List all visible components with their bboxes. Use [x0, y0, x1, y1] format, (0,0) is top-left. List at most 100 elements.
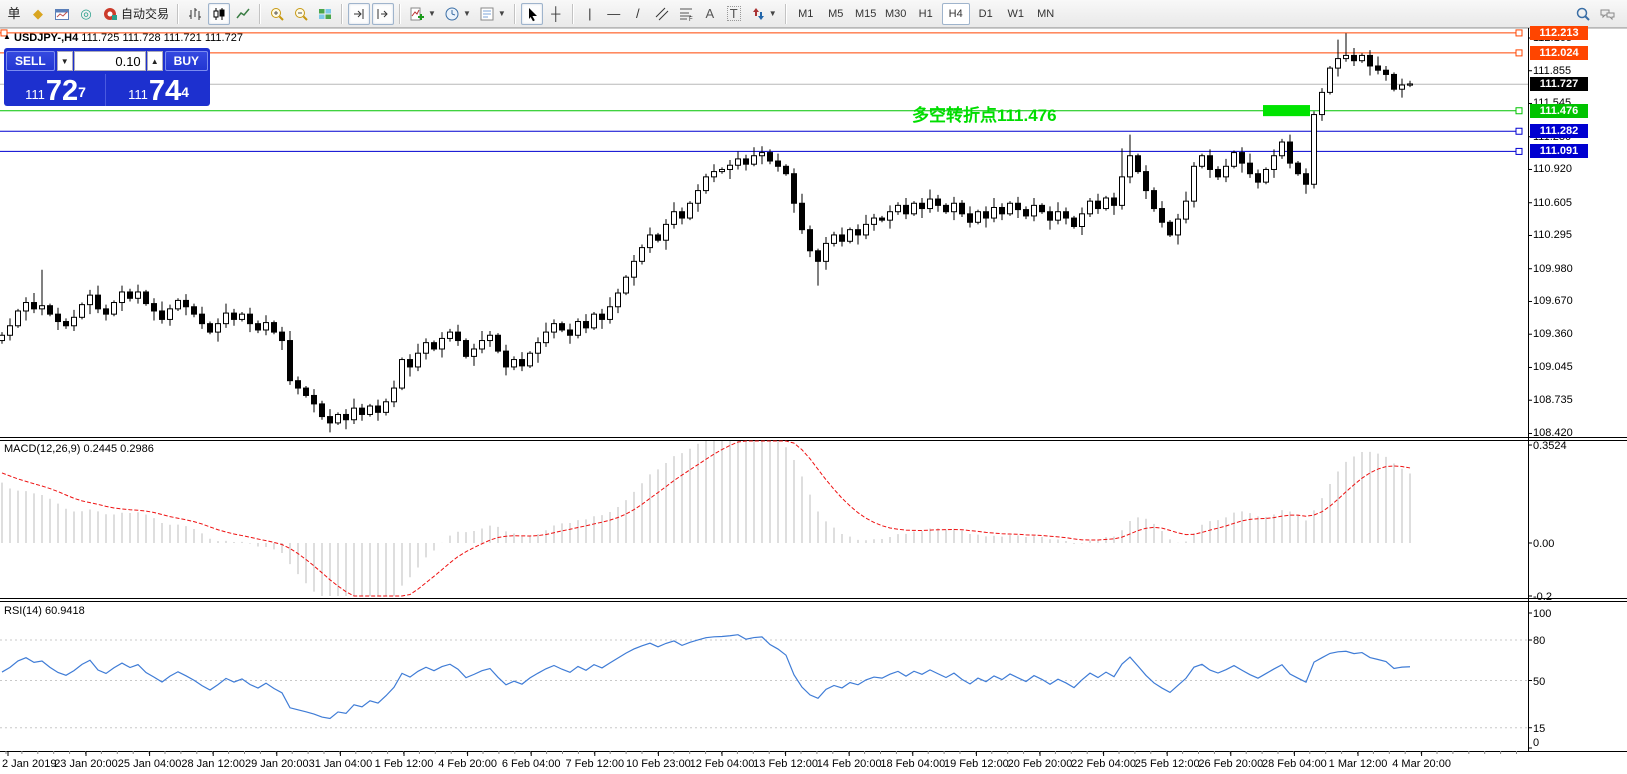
price-tick-label: 110.295 [1533, 229, 1572, 241]
expand-triangle-icon[interactable]: ▲ [3, 32, 11, 41]
volume-decrease-button[interactable]: ▼ [57, 51, 73, 71]
bar-chart-button[interactable] [184, 3, 206, 25]
chart-canvas[interactable] [0, 28, 1627, 774]
terminal-window: 单◆◎自动交易▼▼▼┼|—/FAT▼ M1M5M15M30H1H4D1W1MN … [0, 0, 1627, 774]
hline-price-label: 111.091 [1530, 144, 1588, 158]
chart-window-button[interactable] [51, 3, 73, 25]
hline-price-label: 112.213 [1530, 26, 1588, 40]
tile-icon [317, 6, 333, 22]
time-axis-label: 14 Feb 20:00 [817, 758, 882, 770]
rsi-tick-label: 15 [1533, 723, 1545, 735]
volume-input[interactable] [74, 51, 146, 71]
dropdown-caret-icon[interactable]: ▼ [769, 9, 777, 18]
candlestick-chart-button[interactable] [208, 3, 230, 25]
tile-windows-button[interactable] [314, 3, 336, 25]
toolbar-separator [259, 4, 261, 24]
line-chart-button[interactable] [232, 3, 254, 25]
rsi-tick-label: 0 [1533, 737, 1539, 749]
text-label-button[interactable]: T [723, 3, 745, 25]
time-axis-label: 13 Feb 12:00 [753, 758, 818, 770]
time-axis-label: 26 Feb 20:00 [1198, 758, 1263, 770]
equidistant-channel-button[interactable] [651, 3, 673, 25]
time-axis-label: 22 Feb 04:00 [1071, 758, 1136, 770]
chart-shift-button[interactable] [348, 3, 370, 25]
time-axis-label: 19 Feb 12:00 [944, 758, 1009, 770]
price-tick-label: 110.605 [1533, 197, 1572, 209]
cursor-icon [524, 6, 540, 22]
zoom-in-button[interactable] [266, 3, 288, 25]
time-axis-label: 31 Jan 04:00 [309, 758, 373, 770]
time-axis-label: 20 Feb 20:00 [1008, 758, 1073, 770]
timeframe-h1-button[interactable]: H1 [912, 3, 940, 25]
rsi-tick-label: 50 [1533, 676, 1545, 688]
periods-button[interactable]: ▼ [441, 3, 474, 25]
volume-increase-button[interactable]: ▲ [147, 51, 163, 71]
timeframe-w1-button[interactable]: W1 [1002, 3, 1030, 25]
vertical-line-button[interactable]: | [579, 3, 601, 25]
toolbar-separator [572, 4, 574, 24]
timeframe-mn-button[interactable]: MN [1032, 3, 1060, 25]
text-icon: A [705, 7, 714, 20]
pivot-annotation-text: 多空转折点111.476 [912, 101, 1057, 126]
gem-button[interactable]: ◆ [27, 3, 49, 25]
arrows-button[interactable]: ▼ [747, 3, 780, 25]
dropdown-caret-icon[interactable]: ▼ [498, 9, 506, 18]
zoomout-icon [293, 6, 309, 22]
templates-button[interactable]: ▼ [476, 3, 509, 25]
shift-icon [351, 6, 367, 22]
time-axis-label: 2 Jan 2019 [2, 758, 56, 770]
macd-tick-label: -0.2 [1533, 591, 1552, 603]
symbol-period-label: USDJPY-,H4 [14, 32, 78, 44]
chat-icon [1599, 6, 1615, 22]
price-tick-label: 109.670 [1533, 295, 1573, 307]
chart-title: USDJPY-,H4 111.725 111.728 111.721 111.7… [14, 32, 243, 44]
auto-scroll-button[interactable] [372, 3, 394, 25]
timeframe-m1-button[interactable]: M1 [792, 3, 820, 25]
toolbar-separator [785, 4, 787, 24]
indicators-button[interactable]: ▼ [406, 3, 439, 25]
linechart-icon [235, 6, 251, 22]
timeframe-d1-button[interactable]: D1 [972, 3, 1000, 25]
buy-button[interactable]: BUY [165, 51, 208, 71]
text-label-icon: T [727, 6, 741, 21]
vertical-line-icon: | [588, 7, 591, 20]
toolbar-separator [514, 4, 516, 24]
autotrading-button[interactable]: 自动交易 [99, 3, 172, 25]
crosshair-button[interactable]: ┼ [545, 3, 567, 25]
autotrading-label: 自动交易 [121, 5, 169, 22]
cursor-button[interactable] [521, 3, 543, 25]
ask-price-display[interactable]: 111744 [109, 74, 208, 106]
price-tick-label: 109.045 [1533, 361, 1573, 373]
bid-price-display[interactable]: 111727 [6, 74, 106, 106]
new-order-button[interactable]: 单 [3, 3, 25, 25]
trendline-button[interactable]: / [627, 3, 649, 25]
chat-button[interactable] [1596, 3, 1618, 25]
search-button[interactable] [1572, 3, 1594, 25]
timeframe-bar: M1M5M15M30H1H4D1W1MN [791, 3, 1061, 25]
rsi-tick-label: 80 [1533, 635, 1545, 647]
text-button[interactable]: A [699, 3, 721, 25]
horizontal-line-button[interactable]: — [603, 3, 625, 25]
timeframe-h4-button[interactable]: H4 [942, 3, 970, 25]
chart-window[interactable]: ▲ USDJPY-,H4 111.725 111.728 111.721 111… [0, 28, 1627, 774]
sell-button[interactable]: SELL [6, 51, 55, 71]
timeframe-m15-button[interactable]: M15 [852, 3, 880, 25]
chartwin-icon [54, 6, 70, 22]
dropdown-caret-icon[interactable]: ▼ [428, 9, 436, 18]
template-icon [479, 6, 495, 22]
bid-figure: 111 [25, 85, 45, 105]
timeframe-m5-button[interactable]: M5 [822, 3, 850, 25]
dropdown-caret-icon[interactable]: ▼ [463, 9, 471, 18]
price-tick-label: 109.360 [1533, 328, 1573, 340]
signal-button[interactable]: ◎ [75, 3, 97, 25]
hline-price-label: 111.282 [1530, 124, 1588, 138]
price-tick-label: 109.980 [1533, 263, 1573, 275]
current-price-label: 111.727 [1530, 77, 1588, 91]
ask-point: 4 [181, 79, 189, 105]
fibonacci-button[interactable]: F [675, 3, 697, 25]
timeframe-m30-button[interactable]: M30 [882, 3, 910, 25]
indicators-icon [409, 6, 425, 22]
bid-pips: 72 [46, 77, 78, 105]
horizontal-line-icon: — [607, 7, 620, 20]
zoom-out-button[interactable] [290, 3, 312, 25]
